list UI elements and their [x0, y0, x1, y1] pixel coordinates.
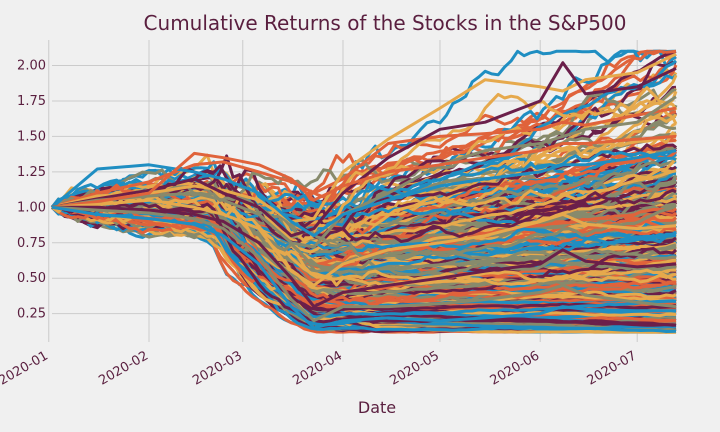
x-tick-label: 2020-04: [290, 348, 345, 388]
x-tick-label: 2020-06: [488, 348, 543, 388]
series-line-highlight: [51, 205, 676, 330]
series-line: [51, 195, 676, 287]
x-tick-label: 2020-05: [387, 348, 442, 388]
x-tick-label: 2020-02: [96, 348, 151, 388]
y-tick-label: 1.25: [17, 165, 46, 180]
y-tick-label: 2.00: [17, 59, 46, 74]
x-tick-label: 2020-07: [585, 348, 640, 388]
x-axis-label: Date: [358, 398, 396, 417]
series-line-highlight: [51, 61, 677, 238]
y-axis-ticks: 0.25 0.50 0.75 1.00 1.25 1.50 1.75 2.00: [17, 59, 46, 322]
series-group: [50, 49, 678, 334]
chart-title: Cumulative Returns of the Stocks in the …: [144, 11, 627, 35]
x-tick-label: 2020-03: [190, 348, 245, 388]
y-tick-label: 1.00: [17, 200, 46, 215]
series-line: [51, 169, 677, 245]
series-line-highlight: [51, 198, 677, 287]
y-tick-label: 0.50: [17, 271, 46, 286]
y-tick-label: 0.25: [17, 307, 46, 322]
y-tick-label: 0.75: [17, 236, 46, 251]
x-tick-label: 2020-01: [0, 348, 51, 388]
series-line: [51, 196, 677, 254]
series-line-highlight: [51, 205, 677, 323]
y-tick-label: 1.75: [17, 94, 46, 109]
x-axis-ticks: 2020-01 2020-02 2020-03 2020-04 2020-05 2020-…: [0, 348, 639, 388]
series-line-highlight: [51, 134, 677, 209]
series-line-highlight: [52, 205, 677, 309]
series-line-highlight: [51, 149, 677, 238]
series-line-highlight: [51, 52, 677, 223]
y-tick-label: 1.50: [17, 129, 46, 144]
